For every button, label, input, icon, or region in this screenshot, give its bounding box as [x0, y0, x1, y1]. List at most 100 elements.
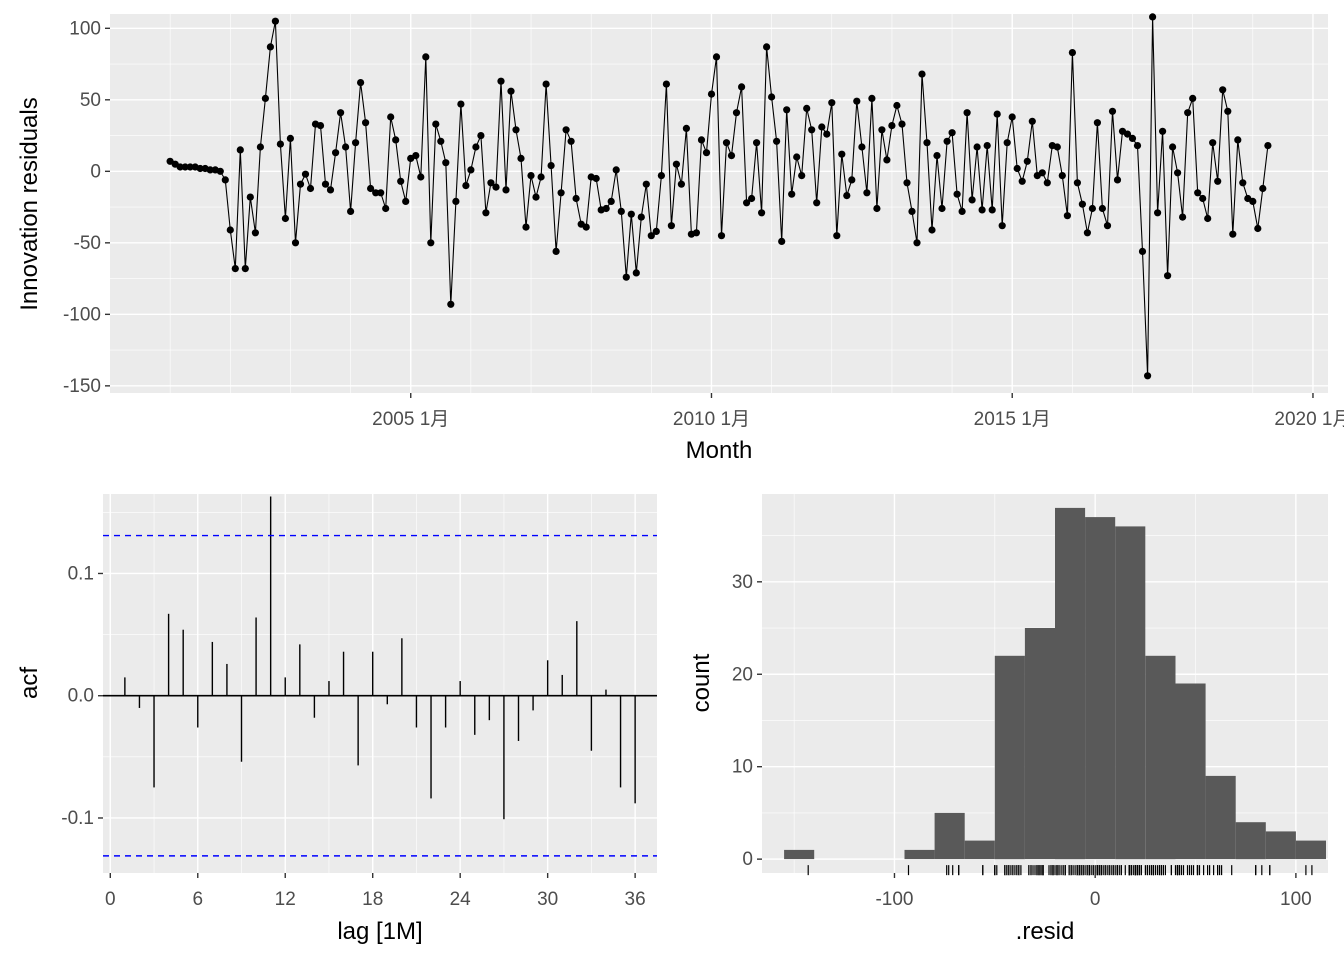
acf-bars	[103, 496, 657, 857]
residual-point	[1043, 179, 1051, 187]
residual-point	[592, 174, 600, 183]
residual-point	[722, 139, 731, 147]
y-tick-label: -0.1	[61, 808, 94, 829]
residual-point	[758, 209, 766, 217]
residual-point	[1154, 209, 1162, 217]
residual-point	[607, 197, 615, 205]
residual-point	[332, 149, 340, 157]
residual-point	[326, 186, 335, 194]
y-tick-label: -100	[63, 304, 101, 325]
residual-point	[702, 149, 711, 157]
residual-point	[246, 193, 254, 201]
residual-point	[1174, 169, 1182, 177]
x-tick-label: 30	[537, 889, 558, 910]
residual-point	[998, 222, 1006, 230]
residual-point	[1108, 107, 1117, 115]
residual-point	[738, 83, 746, 91]
residual-point	[492, 183, 500, 191]
residual-point	[382, 204, 390, 213]
histogram-bar	[1024, 628, 1055, 860]
y-tick-label: 50	[80, 90, 101, 111]
residual-point	[552, 247, 560, 255]
y-tick-label: -150	[63, 376, 101, 397]
residual-point	[482, 209, 490, 217]
histogram-bar	[1055, 507, 1086, 860]
y-tick-label: 20	[732, 664, 753, 685]
residual-point	[1224, 107, 1232, 115]
residual-point	[662, 80, 671, 88]
residual-point	[1093, 119, 1101, 127]
histogram-x-axis: -100 0 100	[875, 873, 1312, 910]
residual-point	[843, 192, 851, 200]
x-tick-label: 24	[450, 889, 472, 910]
residual-point	[953, 190, 961, 198]
residual-point	[467, 166, 475, 174]
residual-point	[988, 206, 996, 214]
residual-point	[848, 176, 856, 184]
residual-point	[1088, 204, 1096, 213]
residual-point	[557, 189, 565, 197]
residual-point	[1113, 176, 1122, 184]
residual-point	[1204, 214, 1212, 223]
residual-point	[1234, 136, 1242, 144]
residual-point	[296, 180, 305, 188]
residual-point	[707, 90, 716, 98]
acf-x-axis: 0 6 12 18 24 30 36	[105, 873, 646, 910]
residual-point	[632, 269, 640, 277]
residual-point	[993, 110, 1001, 118]
residual-point	[186, 163, 194, 171]
histogram-bar	[1115, 526, 1146, 860]
residual-point	[918, 70, 926, 78]
residual-point	[1013, 164, 1021, 173]
y-tick-label: 30	[732, 572, 753, 593]
residual-point	[818, 123, 826, 131]
residual-point	[732, 109, 741, 117]
histogram-bar	[1145, 655, 1176, 860]
residual-point	[417, 173, 425, 181]
residual-point	[803, 104, 811, 112]
residual-point	[452, 197, 460, 205]
residual-point	[833, 232, 841, 240]
residual-point	[717, 232, 726, 240]
residual-point	[788, 190, 796, 198]
residual-point	[1184, 109, 1192, 117]
residual-point	[1219, 86, 1227, 94]
residual-point	[753, 139, 761, 147]
residual-point	[773, 137, 781, 145]
residual-point	[933, 152, 941, 160]
residual-point	[973, 143, 981, 151]
histogram-bar	[1295, 840, 1326, 860]
residual-point	[226, 226, 234, 234]
residual-point	[617, 207, 625, 215]
residual-point	[352, 139, 360, 147]
residual-point	[236, 146, 244, 154]
residual-point	[828, 99, 836, 107]
residual-point	[1179, 213, 1187, 221]
histogram-bar	[904, 849, 935, 860]
residual-point	[1249, 197, 1257, 205]
time-plot-grid	[110, 14, 1328, 393]
histogram-bar	[1175, 683, 1206, 860]
residual-point	[808, 126, 816, 134]
residual-point	[652, 227, 660, 235]
residual-point	[362, 119, 370, 127]
residual-point	[622, 273, 630, 281]
residual-point	[472, 143, 480, 151]
residual-point	[1259, 184, 1267, 193]
residual-point	[1058, 172, 1066, 180]
residual-point	[712, 53, 721, 61]
residual-point	[783, 106, 791, 114]
histogram-bar	[994, 655, 1025, 860]
residual-point	[637, 213, 645, 221]
residual-point	[898, 120, 906, 128]
residual-point	[196, 164, 204, 173]
residual-point	[181, 163, 189, 171]
residual-point	[627, 210, 635, 218]
residual-point	[206, 166, 214, 174]
residual-point	[1103, 222, 1112, 230]
residual-point	[347, 207, 355, 215]
residual-point	[457, 100, 465, 108]
histogram-bar	[934, 812, 965, 860]
residual-point	[642, 180, 650, 188]
